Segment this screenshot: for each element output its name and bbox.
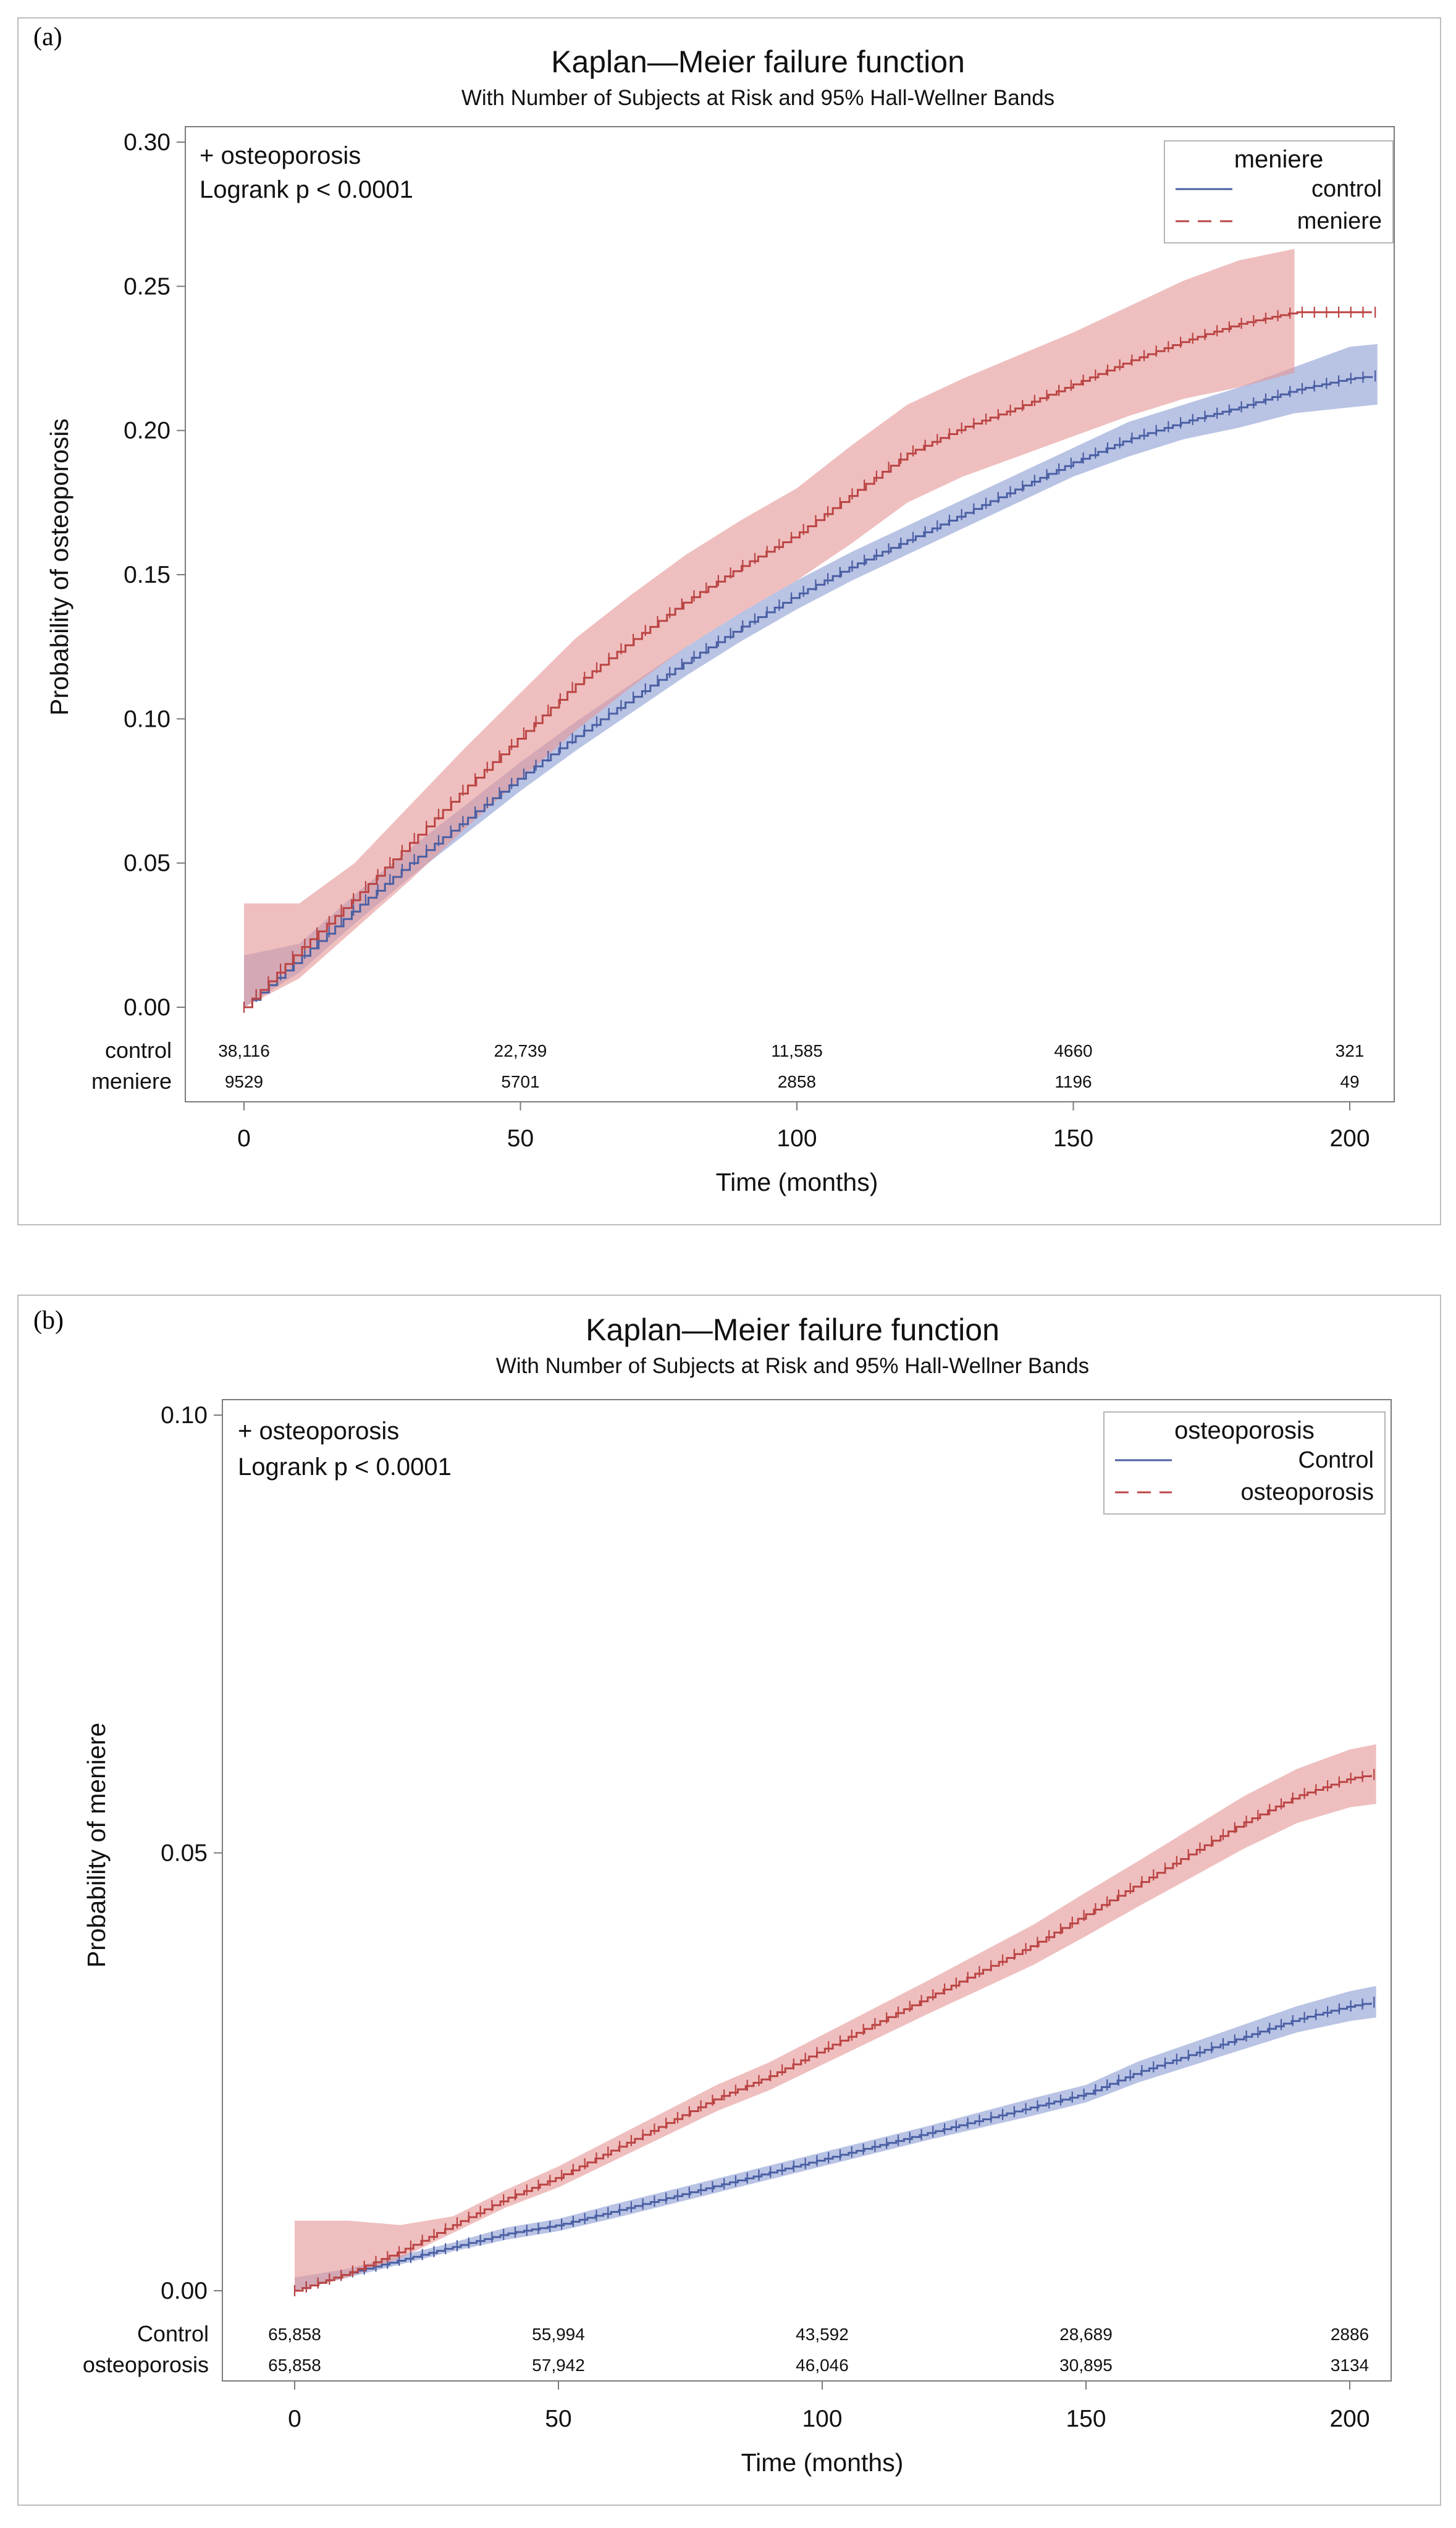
x-tick-label: 200 [1329,1125,1370,1152]
confidence-band-meniere [244,248,1295,1008]
risk-count: 30,895 [1059,2356,1113,2375]
logrank-annotation: Logrank p < 0.0001 [238,1453,452,1481]
chart-subtitle: With Number of Subjects at Risk and 95% … [496,1354,1089,1378]
censor-annotation: + osteoporosis [238,1418,399,1445]
survival-curve-control [295,2002,1372,2292]
legend-item-control: control [1311,176,1382,202]
chart-title: Kaplan—Meier failure function [586,1313,999,1347]
censor-marks-meniere [243,306,1376,1013]
risk-count: 2886 [1331,2325,1369,2344]
km-chart-a: Kaplan—Meier failure function With Number… [45,44,1395,1196]
risk-count: 38,116 [218,1041,270,1060]
x-tick-label: 0 [237,1125,251,1152]
y-axis-label: Probability of meniere [82,1723,111,1968]
censor-marks-osteoporosis [293,1769,1375,2296]
legend-title: osteoporosis [1174,1417,1315,1444]
logrank-annotation: Logrank p < 0.0001 [200,176,413,203]
confidence-band-control [244,344,1378,1008]
risk-count: 3134 [1331,2356,1369,2375]
risk-count: 57,942 [532,2356,585,2375]
survival-curve-control [244,376,1373,1008]
plot-frame [185,126,1395,1102]
y-tick-label: 0.10 [161,1402,208,1429]
risk-count: 46,046 [796,2356,849,2375]
y-tick-label: 0.10 [124,706,170,732]
risk-row-label: Control [137,2321,209,2346]
x-axis-label: Time (months) [716,1168,878,1196]
risk-count: 321 [1336,1041,1365,1060]
chart-panel-a: (a) Kaplan—Meier failure function With Nu… [17,17,1441,1225]
y-tick-label: 0.00 [124,994,170,1021]
censor-annotation: + osteoporosis [200,142,361,169]
x-tick-label: 150 [1053,1125,1093,1152]
legend-box [1103,1411,1386,1515]
y-tick-label: 0.30 [124,129,170,156]
y-tick-label: 0.15 [124,562,170,588]
risk-count: 43,592 [796,2325,849,2344]
risk-count: 65,858 [268,2325,321,2344]
risk-count: 49 [1340,1072,1359,1091]
risk-count: 5701 [501,1072,539,1091]
risk-count: 2858 [778,1072,816,1091]
y-tick-label: 0.20 [124,418,170,444]
x-tick-label: 100 [802,2406,842,2432]
x-axis-label: Time (months) [741,2448,904,2477]
x-tick-label: 50 [545,2406,571,2432]
km-chart-b: Kaplan—Meier failure function With Number… [82,1313,1392,2477]
legend-item-osteoporosis: osteoporosis [1241,1479,1374,1505]
risk-count: 55,994 [532,2325,585,2344]
panel-label-a: (a) [33,23,62,51]
x-tick-label: 100 [776,1125,817,1152]
chart-subtitle: With Number of Subjects at Risk and 95% … [461,86,1054,110]
censor-marks-control [243,370,1376,1013]
x-tick-label: 0 [288,2406,301,2432]
x-tick-label: 200 [1329,2406,1370,2432]
x-tick-label: 150 [1066,2406,1106,2432]
legend-item-control: Control [1298,1447,1374,1473]
risk-row-label: control [105,1038,172,1063]
confidence-band-osteoporosis [295,1744,1376,2291]
risk-row-label: meniere [91,1068,172,1094]
risk-count: 4660 [1054,1041,1092,1060]
survival-curve-osteoporosis [295,1775,1372,2292]
risk-count: 9529 [225,1072,263,1091]
risk-row-label: osteoporosis [83,2352,209,2377]
plot-frame [222,1399,1392,2382]
y-axis-label: Probability of osteoporosis [45,418,74,716]
x-tick-label: 50 [507,1125,534,1152]
chart-panel-b: (b) Kaplan—Meier failure function With Nu… [17,1295,1441,2506]
legend-title: meniere [1234,146,1324,173]
chart-title: Kaplan—Meier failure function [551,44,965,79]
legend-item-meniere: meniere [1297,208,1382,234]
risk-count: 22,739 [494,1041,547,1060]
y-tick-label: 0.05 [161,1840,208,1867]
y-tick-label: 0.05 [124,850,170,877]
risk-count: 11,585 [771,1041,823,1060]
risk-count: 28,689 [1059,2325,1113,2344]
panel-label-b: (b) [33,1306,64,1335]
risk-count: 1196 [1054,1072,1092,1091]
legend-box [1164,140,1394,243]
y-tick-label: 0.00 [161,2278,208,2304]
risk-count: 65,858 [268,2356,321,2375]
y-tick-label: 0.25 [124,273,170,300]
